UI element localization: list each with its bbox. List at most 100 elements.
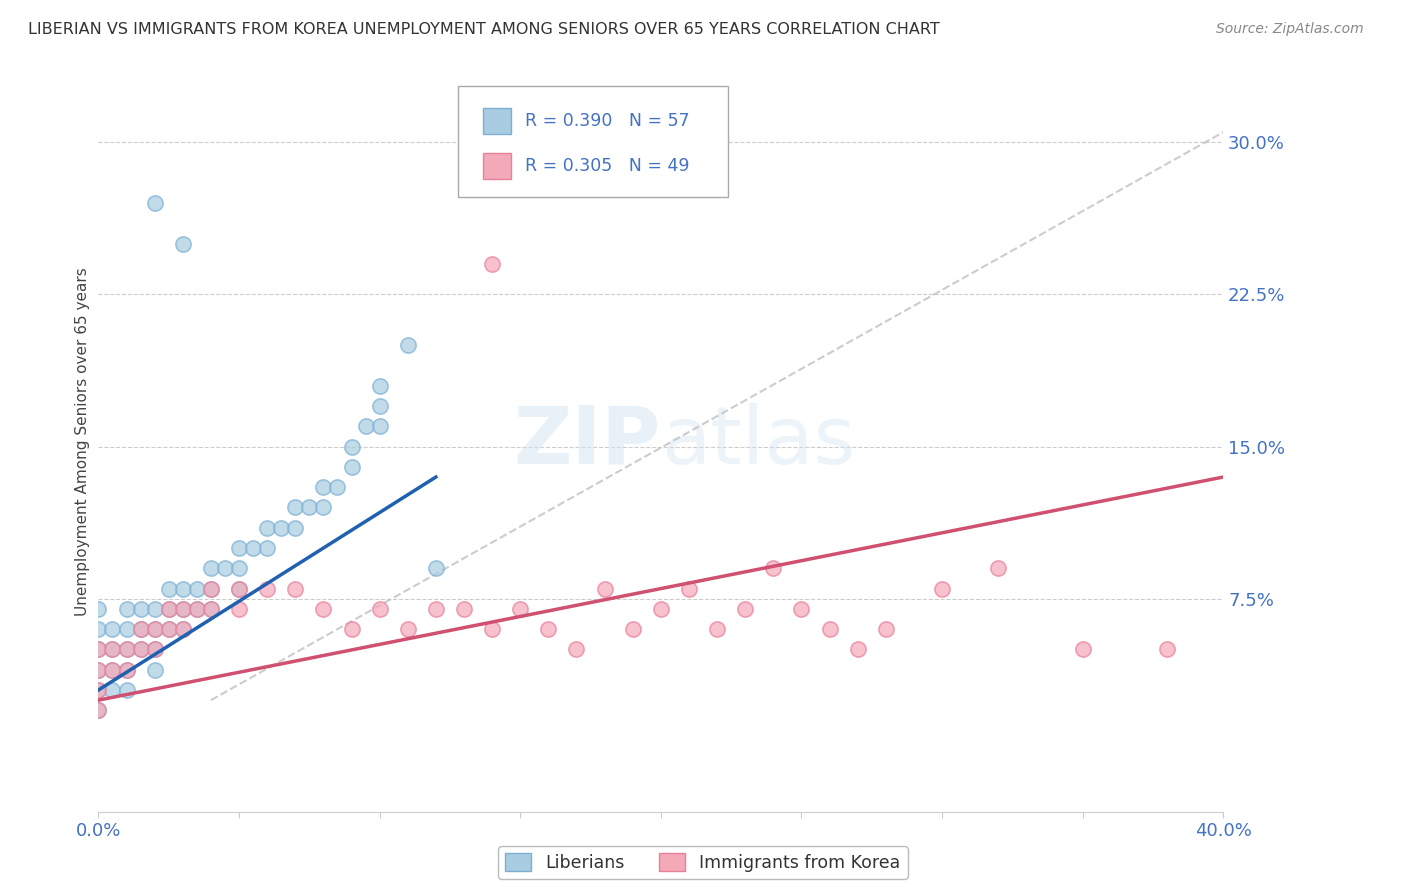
Point <box>172 582 194 596</box>
Point <box>101 642 124 657</box>
Point <box>875 622 897 636</box>
Point <box>481 257 503 271</box>
Point <box>242 541 264 555</box>
Point <box>87 683 110 698</box>
Point <box>87 622 110 636</box>
Point <box>312 500 335 515</box>
Point <box>143 622 166 636</box>
Point <box>284 500 307 515</box>
Point <box>340 622 363 636</box>
Point <box>509 602 531 616</box>
Point <box>143 196 166 211</box>
Text: Source: ZipAtlas.com: Source: ZipAtlas.com <box>1216 22 1364 37</box>
Point <box>931 582 953 596</box>
Point <box>678 582 700 596</box>
Point <box>762 561 785 575</box>
Point <box>115 663 138 677</box>
Point <box>129 602 152 616</box>
Point <box>621 622 644 636</box>
Point <box>87 703 110 717</box>
Point <box>396 338 419 352</box>
FancyBboxPatch shape <box>484 153 512 178</box>
Point <box>228 582 250 596</box>
Point <box>129 642 152 657</box>
Point <box>115 642 138 657</box>
Text: ZIP: ZIP <box>513 402 661 481</box>
Point <box>228 561 250 575</box>
Point <box>115 642 138 657</box>
Point <box>256 541 278 555</box>
Point <box>157 602 180 616</box>
Point <box>481 622 503 636</box>
Point <box>186 602 208 616</box>
Point <box>200 561 222 575</box>
Point <box>101 622 124 636</box>
Point <box>115 683 138 698</box>
Point <box>186 582 208 596</box>
Point <box>129 642 152 657</box>
Point <box>87 663 110 677</box>
Point <box>228 582 250 596</box>
Point <box>312 602 335 616</box>
Point <box>115 602 138 616</box>
Point <box>340 440 363 454</box>
Point <box>453 602 475 616</box>
Point <box>200 602 222 616</box>
Point <box>143 642 166 657</box>
Point <box>326 480 349 494</box>
Point <box>214 561 236 575</box>
Point <box>157 622 180 636</box>
Point <box>706 622 728 636</box>
Point <box>565 642 588 657</box>
Point <box>143 602 166 616</box>
Point <box>368 378 391 392</box>
Point <box>734 602 756 616</box>
Text: R = 0.305   N = 49: R = 0.305 N = 49 <box>524 157 689 175</box>
Point <box>987 561 1010 575</box>
Point <box>1156 642 1178 657</box>
Point <box>200 602 222 616</box>
Point <box>818 622 841 636</box>
Point <box>87 642 110 657</box>
Point <box>537 622 560 636</box>
Text: atlas: atlas <box>661 402 855 481</box>
Point <box>228 602 250 616</box>
Point <box>87 703 110 717</box>
Point <box>368 399 391 413</box>
Point <box>157 622 180 636</box>
Point <box>172 602 194 616</box>
Point <box>790 602 813 616</box>
Point <box>650 602 672 616</box>
Point <box>270 521 292 535</box>
FancyBboxPatch shape <box>484 109 512 135</box>
Point <box>172 622 194 636</box>
Point <box>172 602 194 616</box>
Point <box>846 642 869 657</box>
Point <box>340 459 363 474</box>
Point <box>593 582 616 596</box>
Point <box>172 236 194 251</box>
Point <box>228 541 250 555</box>
Y-axis label: Unemployment Among Seniors over 65 years: Unemployment Among Seniors over 65 years <box>75 268 90 615</box>
Point <box>368 602 391 616</box>
Point <box>368 419 391 434</box>
Point <box>284 521 307 535</box>
Point <box>425 561 447 575</box>
Point <box>396 622 419 636</box>
Point <box>1071 642 1094 657</box>
Point <box>172 622 194 636</box>
Point <box>87 683 110 698</box>
Point <box>157 602 180 616</box>
Text: R = 0.390   N = 57: R = 0.390 N = 57 <box>524 112 689 130</box>
Point <box>312 480 335 494</box>
Point <box>186 602 208 616</box>
Point <box>87 602 110 616</box>
Point <box>115 663 138 677</box>
Point <box>200 582 222 596</box>
Point <box>256 582 278 596</box>
Point <box>143 642 166 657</box>
Legend: Liberians, Immigrants from Korea: Liberians, Immigrants from Korea <box>499 847 907 879</box>
Point <box>129 622 152 636</box>
Point <box>157 582 180 596</box>
Point <box>87 642 110 657</box>
